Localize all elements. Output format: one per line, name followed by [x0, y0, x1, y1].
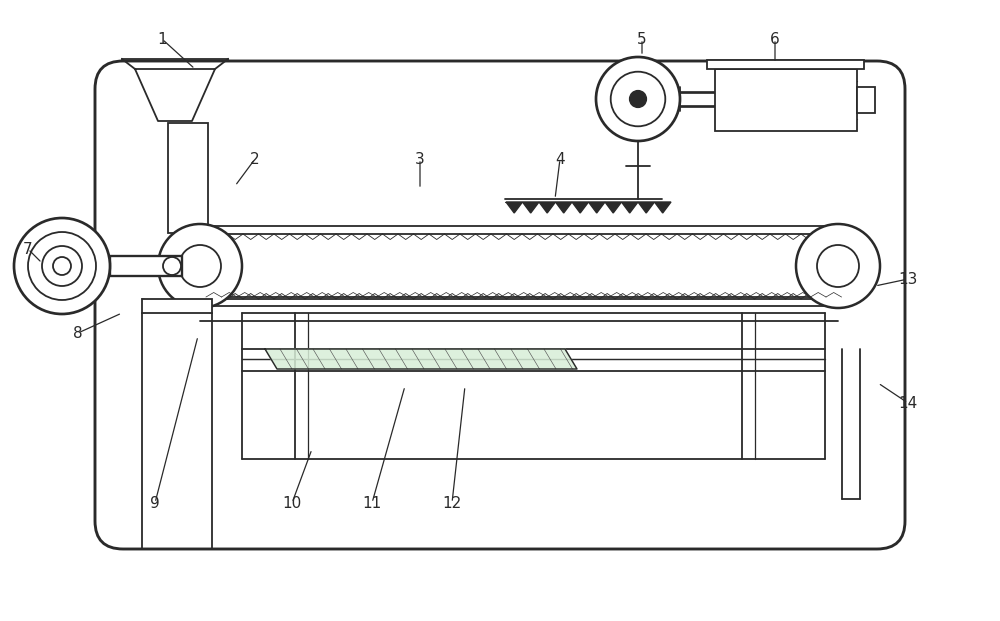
Bar	[857, 87, 875, 113]
Text: 2: 2	[250, 152, 260, 166]
Polygon shape	[638, 202, 654, 213]
Polygon shape	[654, 202, 671, 213]
Polygon shape	[588, 202, 605, 213]
Text: 11: 11	[362, 496, 382, 510]
Polygon shape	[506, 202, 522, 213]
Circle shape	[630, 91, 646, 107]
Circle shape	[14, 218, 110, 314]
Circle shape	[611, 71, 665, 126]
Text: 13: 13	[898, 271, 918, 286]
FancyBboxPatch shape	[95, 61, 905, 549]
Text: 1: 1	[157, 32, 167, 47]
Polygon shape	[265, 349, 577, 369]
Circle shape	[796, 224, 880, 308]
Polygon shape	[135, 69, 215, 121]
Bar	[110, 256, 182, 276]
Text: 5: 5	[637, 32, 647, 47]
Bar	[715, 69, 857, 131]
Polygon shape	[605, 202, 622, 213]
Circle shape	[53, 257, 71, 275]
Text: 6: 6	[770, 32, 780, 47]
Text: 8: 8	[73, 325, 83, 340]
Text: 9: 9	[150, 496, 160, 510]
Bar	[717, 83, 855, 117]
Text: 3: 3	[415, 152, 425, 166]
Text: 10: 10	[282, 496, 302, 510]
Text: 4: 4	[555, 152, 565, 166]
Circle shape	[158, 224, 242, 308]
Polygon shape	[522, 202, 539, 213]
Polygon shape	[539, 202, 556, 213]
Bar	[168, 123, 208, 233]
Circle shape	[42, 246, 82, 286]
Polygon shape	[556, 202, 572, 213]
Text: 14: 14	[898, 396, 918, 410]
Circle shape	[28, 232, 96, 300]
Circle shape	[817, 245, 859, 287]
Bar	[142, 299, 212, 313]
Circle shape	[596, 57, 680, 141]
Polygon shape	[622, 202, 638, 213]
Bar	[707, 60, 864, 69]
Circle shape	[163, 257, 181, 275]
Text: 12: 12	[442, 496, 462, 510]
Text: 7: 7	[23, 242, 33, 256]
Polygon shape	[572, 202, 588, 213]
Circle shape	[179, 245, 221, 287]
